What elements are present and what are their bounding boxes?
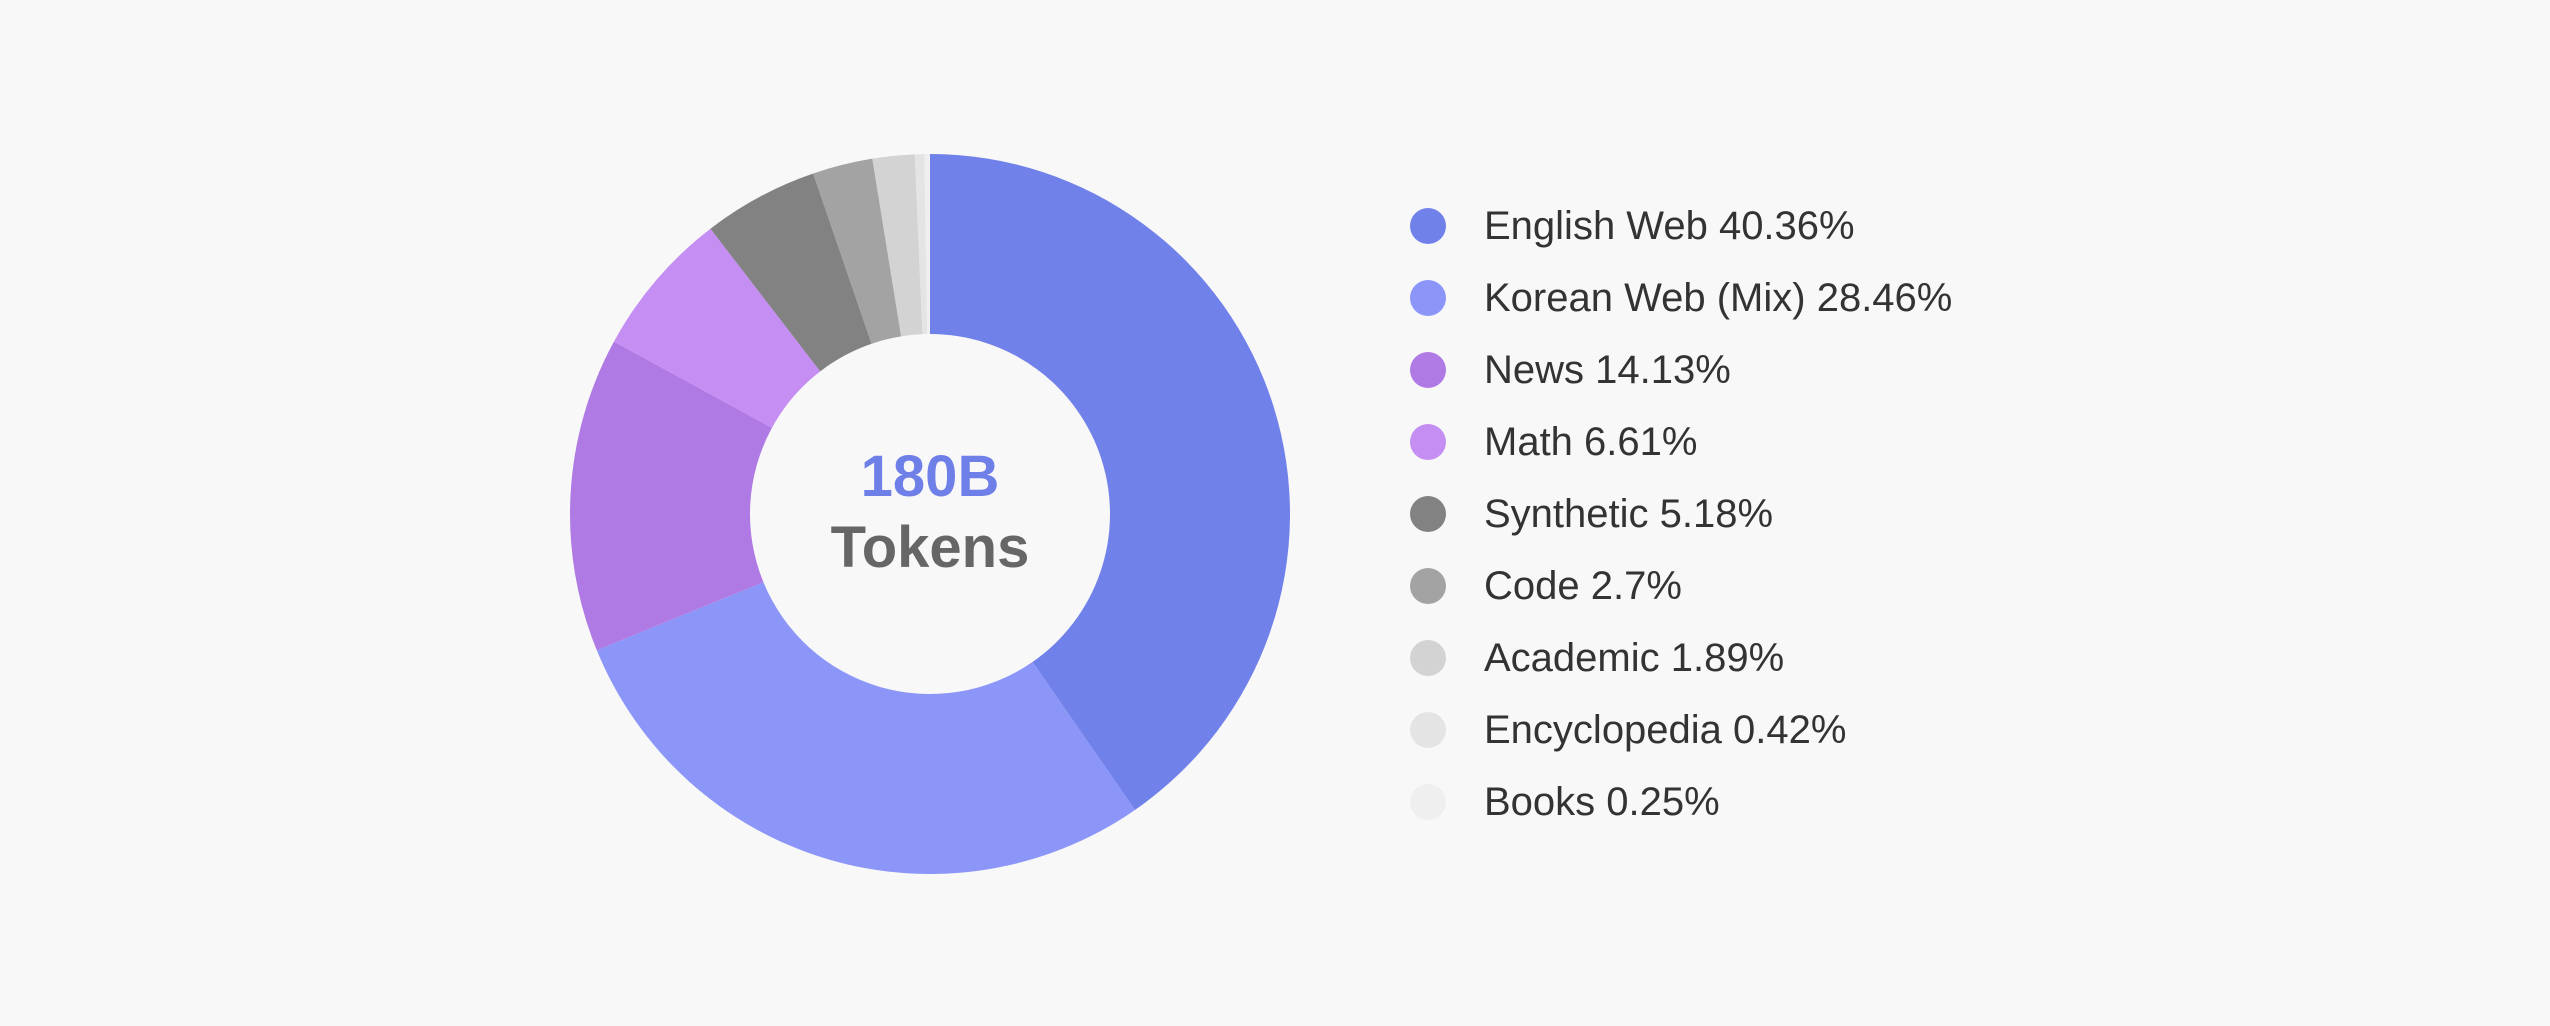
slice-books <box>924 153 930 335</box>
legend-item-math: Math 6.61% <box>1410 406 1952 478</box>
legend-swatch <box>1410 280 1446 316</box>
legend-item-english-web: English Web 40.36% <box>1410 190 1952 262</box>
legend-item-korean-web-mix: Korean Web (Mix) 28.46% <box>1410 262 1952 334</box>
legend-item-news: News 14.13% <box>1410 334 1952 406</box>
legend-swatch <box>1410 496 1446 532</box>
legend-label: Math 6.61% <box>1484 420 1698 464</box>
legend-label: Korean Web (Mix) 28.46% <box>1484 276 1953 320</box>
legend-label: Code 2.7% <box>1484 564 1682 608</box>
slice-news <box>570 341 772 651</box>
slice-synthetic <box>710 173 872 372</box>
legend-swatch <box>1410 208 1446 244</box>
legend-label: Books 0.25% <box>1484 780 1720 824</box>
legend-swatch <box>1410 712 1446 748</box>
total-token-label: Tokens <box>830 515 1030 580</box>
legend-label: Encyclopedia 0.42% <box>1484 708 1847 752</box>
legend-label: English Web 40.36% <box>1484 204 1855 248</box>
slice-english-web <box>930 154 1291 810</box>
legend-label: Synthetic 5.18% <box>1484 492 1774 536</box>
legend-item-code: Code 2.7% <box>1410 550 1952 622</box>
legend-swatch <box>1410 424 1446 460</box>
legend-item-books: Books 0.25% <box>1410 766 1952 838</box>
legend-item-academic: Academic 1.89% <box>1410 622 1952 694</box>
slice-code <box>813 158 902 344</box>
slice-academic <box>872 154 923 337</box>
legend-swatch <box>1410 352 1446 388</box>
legend-label: News 14.13% <box>1484 348 1731 392</box>
chart-legend: English Web 40.36% Korean Web (Mix) 28.46… <box>1410 190 1952 838</box>
total-token-count: 180B <box>860 444 1000 509</box>
legend-label: Academic 1.89% <box>1484 636 1785 680</box>
legend-swatch <box>1410 568 1446 604</box>
slice-encyclopedia <box>914 154 928 335</box>
legend-item-encyclopedia: Encyclopedia 0.42% <box>1410 694 1952 766</box>
legend-swatch <box>1410 784 1446 820</box>
slice-korean-web-mix <box>596 582 1135 875</box>
legend-item-synthetic: Synthetic 5.18% <box>1410 478 1952 550</box>
legend-swatch <box>1410 640 1446 676</box>
slice-math <box>613 228 821 428</box>
